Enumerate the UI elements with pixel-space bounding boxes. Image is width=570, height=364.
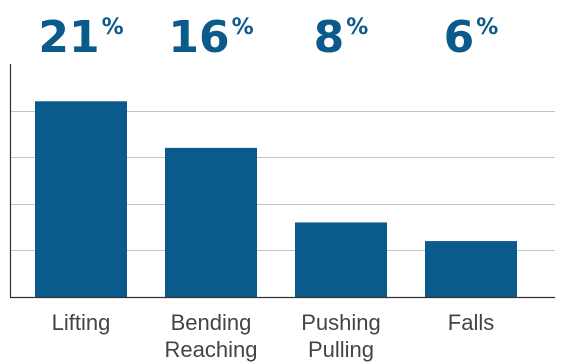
value-label-unit: % [232, 15, 254, 40]
value-label-unit: % [476, 15, 498, 40]
category-label: Reaching [165, 337, 258, 362]
value-label-number: 21 [38, 12, 99, 63]
axes [9, 64, 555, 299]
bars [35, 101, 517, 297]
value-label-number: 8 [314, 12, 345, 63]
category-label: Pushing [301, 310, 381, 335]
category-label: Falls [448, 310, 494, 335]
bar [35, 101, 127, 297]
category-label: Lifting [52, 310, 111, 335]
category-label: Pulling [308, 337, 374, 362]
value-label: 6% [444, 12, 499, 63]
value-labels: 21% 16% 8% 6% [38, 12, 498, 63]
value-label-number: 16 [168, 12, 229, 63]
bar [165, 147, 257, 297]
value-label: 16% [168, 12, 253, 63]
value-label-unit: % [346, 15, 368, 40]
bar [295, 222, 387, 297]
value-label-number: 6 [444, 12, 475, 63]
bar [425, 241, 517, 297]
value-label: 8% [314, 12, 369, 63]
value-label-unit: % [102, 15, 124, 40]
value-label: 21% [38, 12, 123, 63]
category-label: Bending [171, 310, 252, 335]
